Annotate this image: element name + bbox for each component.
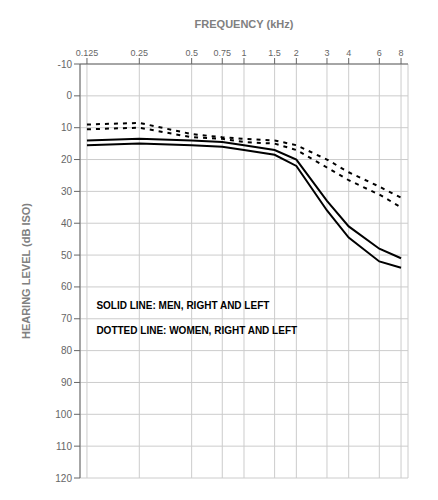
svg-text:1.5: 1.5 xyxy=(268,48,281,58)
svg-text:FREQUENCY (kHz): FREQUENCY (kHz) xyxy=(195,18,294,30)
svg-text:3: 3 xyxy=(324,48,329,58)
svg-text:90: 90 xyxy=(61,377,73,388)
svg-text:1: 1 xyxy=(241,48,246,58)
svg-text:6: 6 xyxy=(377,48,382,58)
svg-text:0: 0 xyxy=(66,90,72,101)
svg-text:70: 70 xyxy=(61,313,73,324)
svg-text:0.125: 0.125 xyxy=(76,48,99,58)
svg-text:30: 30 xyxy=(61,186,73,197)
svg-text:80: 80 xyxy=(61,345,73,356)
svg-text:2: 2 xyxy=(294,48,299,58)
svg-text:0.75: 0.75 xyxy=(214,48,232,58)
svg-text:100: 100 xyxy=(55,409,72,420)
svg-text:50: 50 xyxy=(61,250,73,261)
svg-text:120: 120 xyxy=(55,473,72,484)
svg-text:0.25: 0.25 xyxy=(131,48,149,58)
svg-text:20: 20 xyxy=(61,154,73,165)
svg-text:40: 40 xyxy=(61,218,73,229)
svg-text:60: 60 xyxy=(61,281,73,292)
svg-text:110: 110 xyxy=(56,441,72,452)
svg-text:10: 10 xyxy=(61,122,73,133)
svg-text:4: 4 xyxy=(346,48,351,58)
html-text:SOLID LINE: MEN, RIGHT AND LEF: SOLID LINE: MEN, RIGHT AND LEFT xyxy=(96,300,270,311)
svg-text:HEARING LEVEL (dB ISO): HEARING LEVEL (dB ISO) xyxy=(20,203,32,339)
svg-text:8: 8 xyxy=(399,48,404,58)
html-text:DOTTED LINE: WOMEN, RIGHT AND: DOTTED LINE: WOMEN, RIGHT AND LEFT xyxy=(96,324,298,336)
svg-text:-10: -10 xyxy=(58,59,73,70)
svg-text:0.5: 0.5 xyxy=(185,48,198,58)
